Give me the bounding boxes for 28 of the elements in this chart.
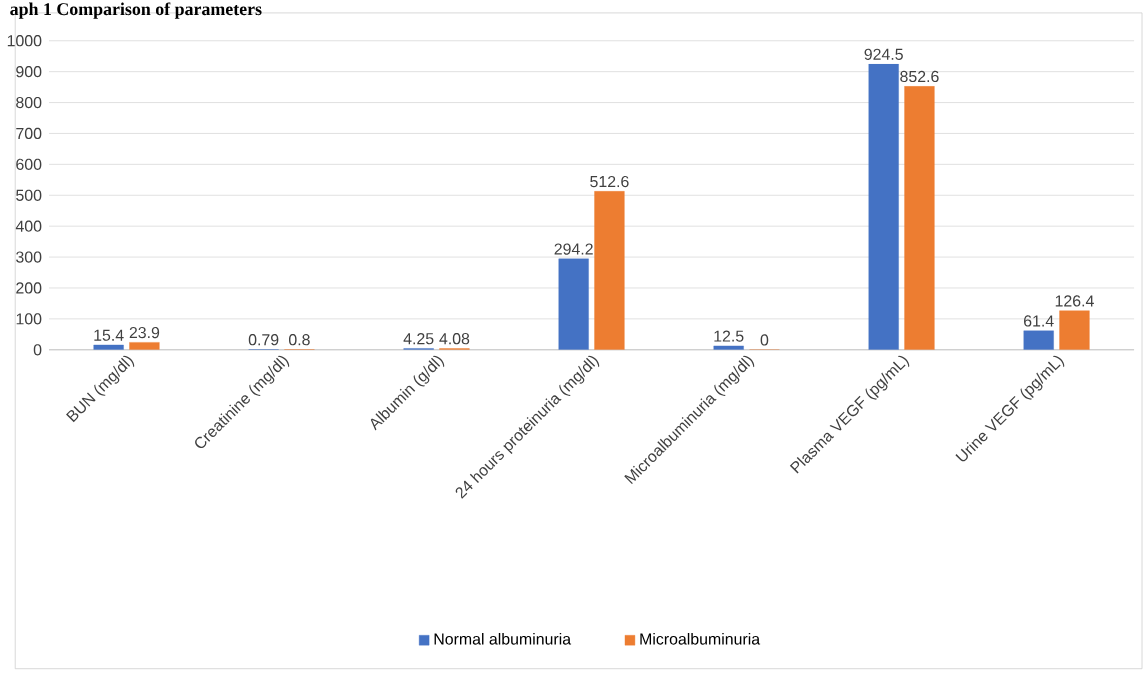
data-label: 0.8 xyxy=(288,334,310,346)
y-tick-label: 900 xyxy=(16,66,42,78)
y-tick-label: 800 xyxy=(16,97,42,109)
data-label: 61.4 xyxy=(1024,315,1054,327)
data-label: 126.4 xyxy=(1055,295,1094,307)
data-label: 23.9 xyxy=(129,327,160,339)
data-label: 0.79 xyxy=(248,334,279,346)
data-label: 4.25 xyxy=(403,333,434,345)
y-tick-label: 0 xyxy=(33,344,42,356)
y-tick-label: 300 xyxy=(16,251,42,263)
data-label: 852.6 xyxy=(900,71,939,83)
legend-label: Normal albuminuria xyxy=(434,633,572,645)
data-label: 15.4 xyxy=(94,329,124,341)
y-tick-label: 600 xyxy=(16,158,42,171)
legend-label: Microalbuminuria xyxy=(640,633,761,645)
data-label: 12.5 xyxy=(714,330,744,342)
y-tick-label: 1000 xyxy=(7,35,42,47)
data-label: 4.08 xyxy=(439,333,470,345)
y-tick-label: 500 xyxy=(16,189,42,202)
chart-title: aph 1 Comparison of parameters xyxy=(10,2,262,19)
y-tick-label: 200 xyxy=(16,282,42,294)
data-label: 0 xyxy=(760,334,769,346)
y-tick-label: 400 xyxy=(15,220,42,232)
y-tick-label: 100 xyxy=(16,313,42,325)
y-tick-label: 700 xyxy=(16,127,42,140)
data-label: 924.5 xyxy=(864,48,903,61)
data-label: 294.2 xyxy=(554,243,593,255)
data-label: 512.6 xyxy=(590,176,629,188)
